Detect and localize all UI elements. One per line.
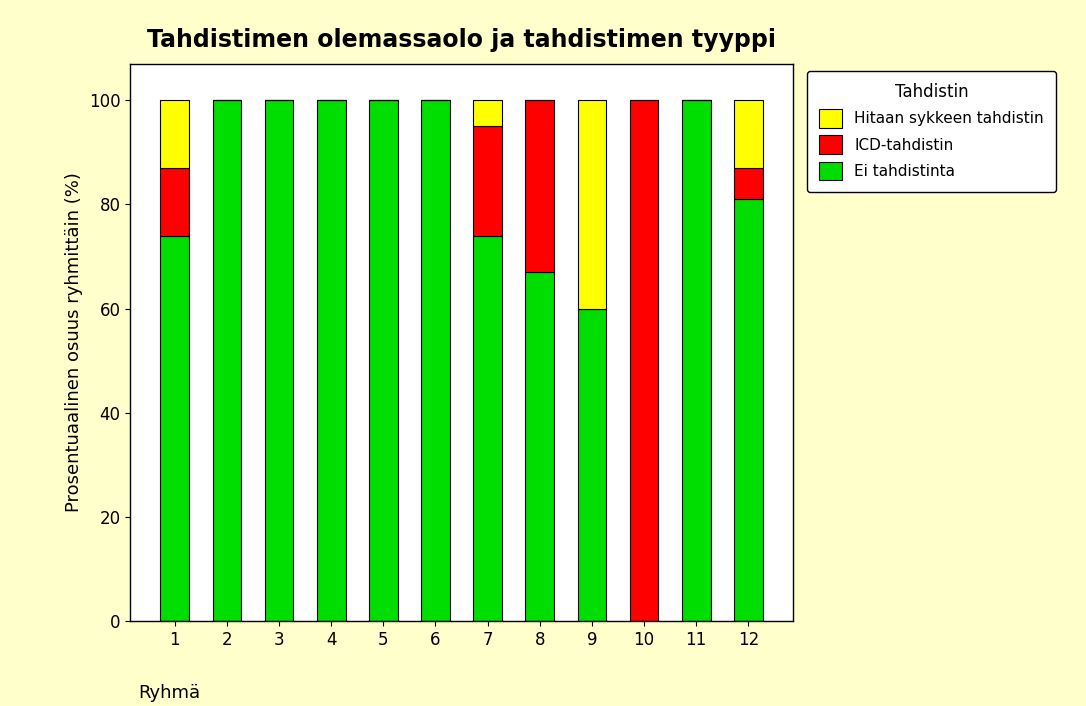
Bar	[161, 168, 189, 236]
Bar	[473, 236, 502, 621]
Bar	[630, 100, 658, 621]
Bar	[317, 100, 345, 621]
Bar	[369, 100, 397, 621]
Bar	[734, 199, 762, 621]
Bar	[473, 126, 502, 236]
Bar	[473, 100, 502, 126]
Bar	[578, 309, 606, 621]
Bar	[265, 100, 293, 621]
Bar	[213, 100, 241, 621]
Bar	[161, 100, 189, 168]
Title: Tahdistimen olemassaolo ja tahdistimen tyyppi: Tahdistimen olemassaolo ja tahdistimen t…	[147, 28, 776, 52]
Bar	[682, 100, 710, 621]
Bar	[734, 168, 762, 199]
Bar	[578, 100, 606, 309]
Bar	[421, 100, 450, 621]
Legend: Hitaan sykkeen tahdistin, ICD-tahdistin, Ei tahdistinta: Hitaan sykkeen tahdistin, ICD-tahdistin,…	[807, 71, 1057, 193]
Bar	[161, 236, 189, 621]
Text: Ryhmä: Ryhmä	[138, 684, 201, 702]
Y-axis label: Prosentuaalinen osuus ryhmittäin (%): Prosentuaalinen osuus ryhmittäin (%)	[65, 172, 84, 513]
Bar	[734, 100, 762, 168]
Bar	[526, 100, 554, 272]
Bar	[526, 272, 554, 621]
